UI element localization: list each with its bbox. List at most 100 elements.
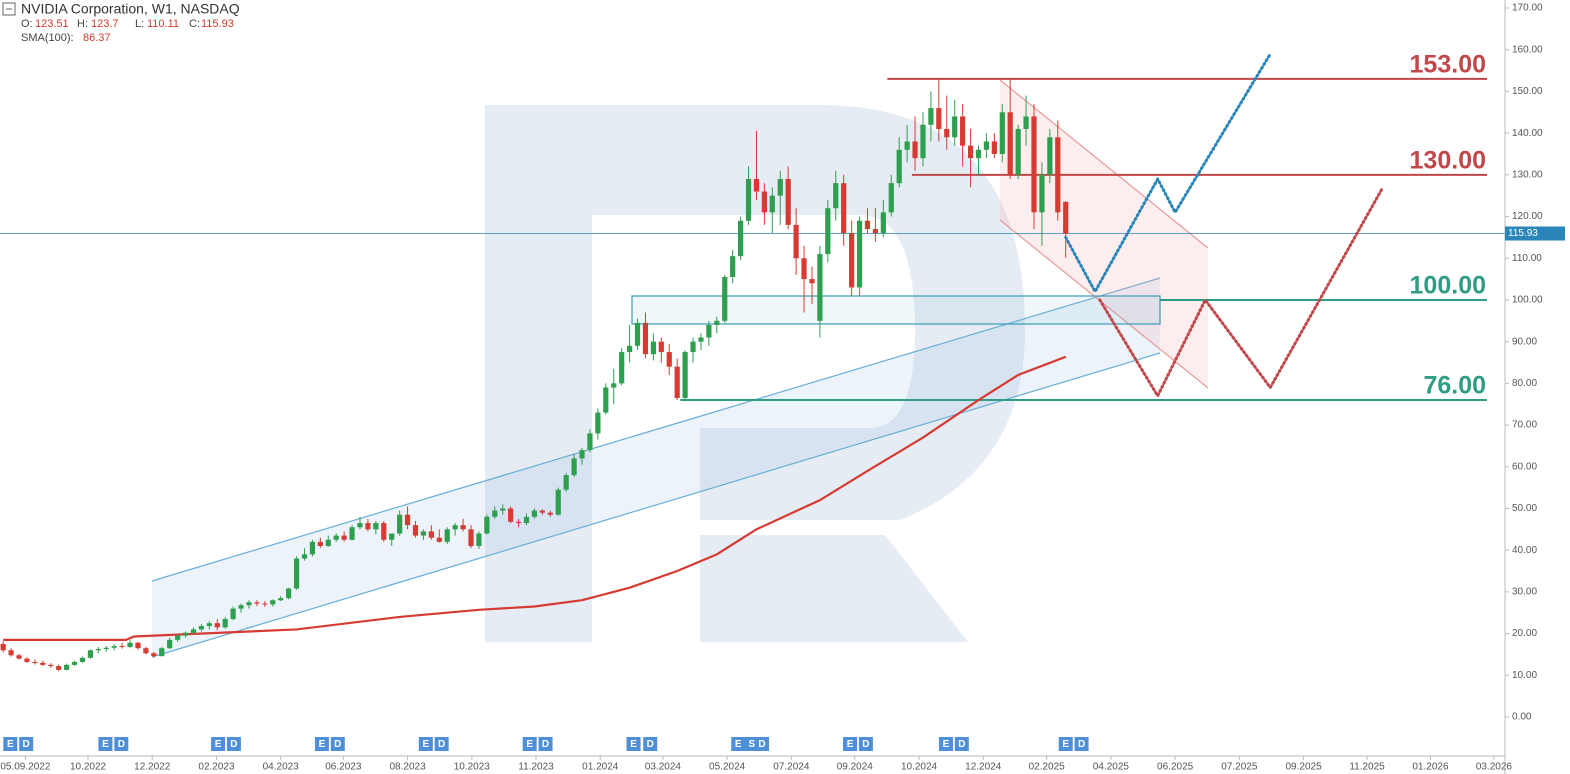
- candle-body: [682, 352, 688, 398]
- event-label: E: [526, 739, 533, 750]
- candle-body: [706, 324, 712, 338]
- event-marker: [330, 737, 345, 751]
- support-zone: [631, 295, 1161, 325]
- y-tick-label: 120.00: [1512, 211, 1543, 222]
- candle-body: [135, 642, 141, 649]
- y-tick-label: 30.00: [1512, 587, 1537, 598]
- candle-body: [825, 208, 831, 255]
- x-tick-label: 04.2025: [1093, 762, 1130, 773]
- candle-body: [230, 608, 236, 619]
- y-tick-label: 60.00: [1512, 461, 1537, 472]
- x-tick-label: 10.2022: [70, 762, 107, 773]
- candle-body: [523, 516, 530, 524]
- candle-body: [309, 541, 316, 555]
- event-marker: [858, 737, 873, 751]
- candle-body: [111, 646, 117, 648]
- x-tick-label: 08.2023: [389, 762, 426, 773]
- event-label: E: [422, 739, 429, 750]
- candle-body: [856, 220, 863, 288]
- candle-body: [880, 212, 886, 234]
- x-tick-label: 02.2023: [198, 762, 235, 773]
- event-marker: [643, 737, 658, 751]
- candle-body: [619, 352, 625, 384]
- event-label: D: [647, 739, 654, 750]
- candle-body: [1055, 137, 1061, 213]
- event-label: D: [438, 739, 445, 750]
- level-label: 76.00: [1423, 372, 1486, 400]
- candle-body: [999, 112, 1005, 154]
- candle-body: [151, 653, 157, 657]
- x-tick-label: 11.2025: [1349, 762, 1385, 773]
- candle-body: [960, 116, 966, 146]
- ohlc-label: H:: [77, 18, 88, 30]
- candle-body: [928, 108, 934, 125]
- y-tick-label: 70.00: [1512, 420, 1537, 431]
- event-marker: [19, 737, 34, 751]
- candle-body: [24, 658, 30, 662]
- event-label: E: [630, 739, 637, 750]
- candle-body: [270, 600, 276, 605]
- collapse-icon[interactable]: [2, 2, 16, 16]
- x-tick-label: 10.2023: [454, 762, 491, 773]
- event-marker: [538, 737, 553, 751]
- candle-body: [357, 523, 363, 528]
- candle-body: [714, 320, 720, 325]
- event-marker: [626, 737, 641, 751]
- candle-body: [587, 433, 593, 451]
- event-label: D: [1078, 739, 1085, 750]
- candle-body: [167, 639, 173, 649]
- level-label: 153.00: [1410, 51, 1486, 79]
- candle-body: [198, 626, 205, 630]
- candle-body: [952, 116, 958, 138]
- x-tick-label: 03.2024: [645, 762, 682, 773]
- candle-body: [1063, 201, 1069, 234]
- y-tick-label: 110.00: [1512, 253, 1542, 264]
- y-tick-label: 20.00: [1512, 628, 1537, 639]
- candle-body: [603, 387, 609, 413]
- candle-body: [817, 254, 823, 321]
- candle-body: [912, 141, 918, 159]
- candle-body: [87, 650, 93, 658]
- ohlc-value: 110.11: [147, 18, 179, 30]
- candle-body: [64, 664, 70, 670]
- candle-body: [32, 661, 38, 663]
- event-label: D: [758, 739, 765, 750]
- candle-body: [190, 629, 197, 633]
- candle-body: [444, 529, 450, 542]
- candle-body: [492, 510, 498, 517]
- candle-body: [722, 277, 728, 321]
- plot: 153.00 130.00 100.00 76.00: [0, 51, 1505, 672]
- event-marker: [1058, 737, 1073, 751]
- candle-body: [56, 666, 62, 670]
- candle-body: [404, 514, 411, 526]
- event-label: D: [230, 739, 237, 750]
- candle-body: [373, 523, 379, 530]
- candle-body: [809, 279, 815, 284]
- candle-body: [341, 535, 347, 540]
- candle-body: [833, 183, 839, 209]
- candle-body: [500, 508, 506, 511]
- candle-body: [872, 229, 879, 234]
- candle-body: [214, 623, 220, 628]
- event-label: E: [215, 739, 222, 750]
- candle-body: [468, 529, 474, 547]
- y-tick-label: 80.00: [1512, 378, 1537, 389]
- event-label: D: [334, 739, 341, 750]
- candle-body: [595, 412, 601, 434]
- candle-body: [48, 664, 54, 667]
- candle-body: [119, 646, 125, 648]
- event-marker: [522, 737, 537, 751]
- candle-body: [579, 450, 585, 459]
- event-label: E: [102, 739, 109, 750]
- event-label: E: [847, 739, 854, 750]
- event-label: E: [943, 739, 950, 750]
- candle-body: [460, 525, 466, 530]
- x-tick-label: 05.2024: [709, 762, 746, 773]
- x-tick-label: 01.2026: [1412, 762, 1449, 773]
- event-marker: [731, 737, 746, 751]
- candle-body: [1015, 128, 1021, 175]
- candle-body: [563, 475, 569, 490]
- candle-body: [365, 523, 371, 530]
- candle-body: [420, 531, 427, 536]
- candle-body: [389, 533, 395, 540]
